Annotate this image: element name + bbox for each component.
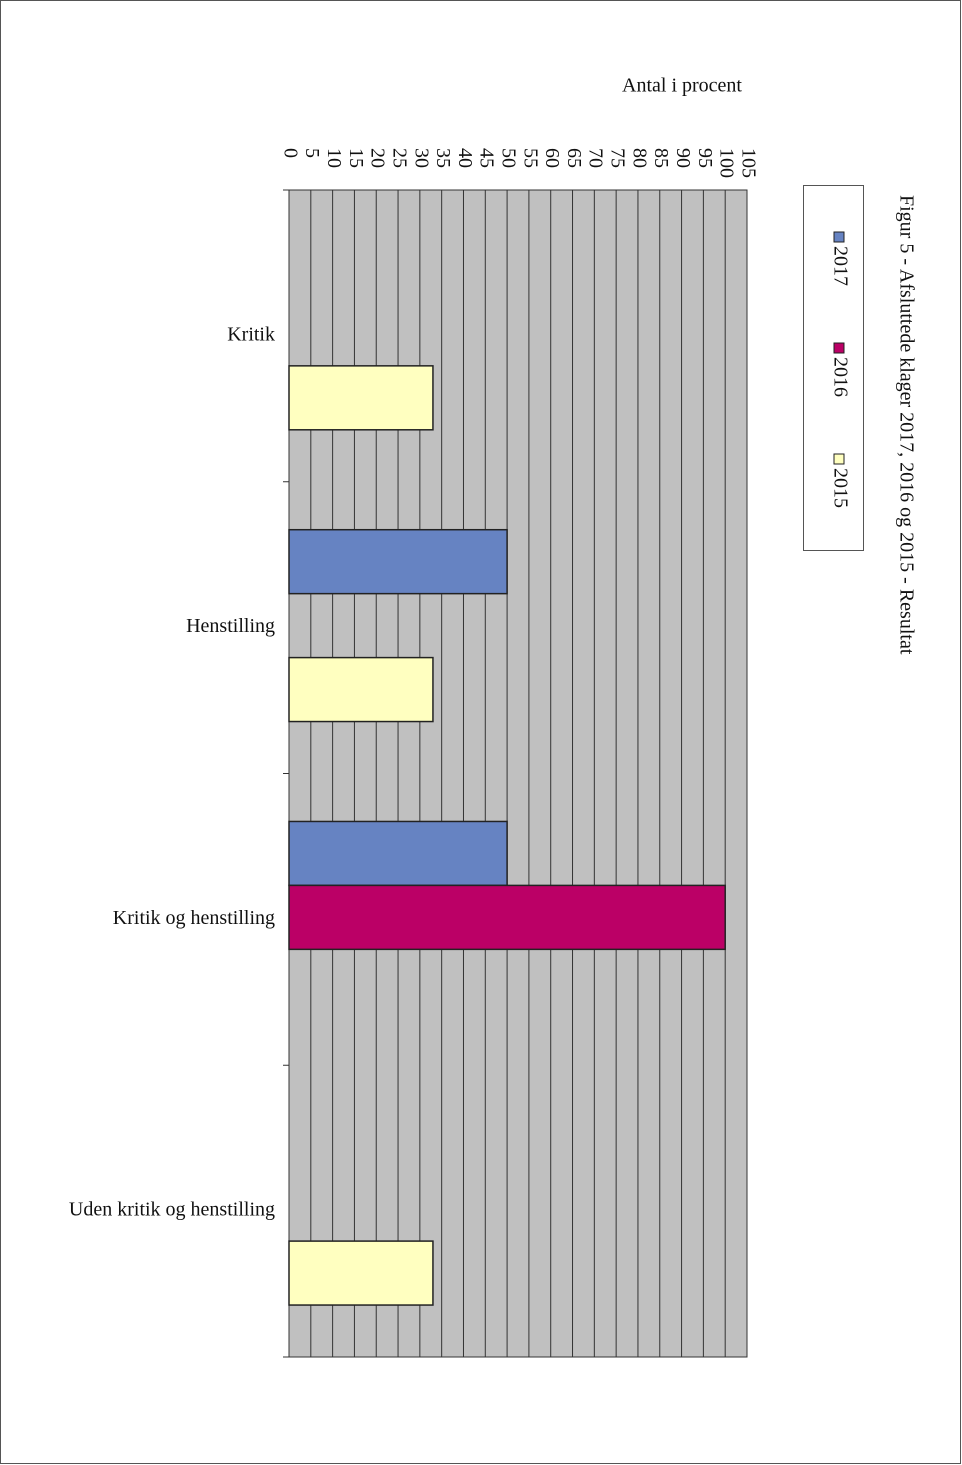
legend-swatch	[833, 342, 845, 354]
x-tick-label: 60	[541, 148, 563, 168]
chart-title: Figur 5 - Afsluttede klager 2017, 2016 o…	[895, 195, 917, 655]
legend-label: 2016	[829, 357, 851, 397]
legend-box	[803, 185, 864, 551]
bar	[288, 1240, 434, 1306]
y-tick-label: Kritik	[227, 323, 275, 345]
bar	[288, 884, 726, 951]
bar	[288, 528, 508, 595]
x-tick-label: 25	[388, 148, 410, 168]
x-tick-label: 5	[301, 148, 323, 158]
legend-label: 2015	[829, 468, 851, 508]
x-tick-label: 55	[519, 148, 541, 168]
x-tick-label: 15	[345, 148, 367, 168]
y-tick-label: Kritik og henstilling	[113, 907, 275, 929]
x-tick-label: 75	[607, 148, 629, 168]
x-tick-label: 90	[672, 148, 694, 168]
x-tick-label: 95	[694, 148, 716, 168]
x-tick-label: 100	[716, 148, 738, 178]
x-tick-label: 85	[650, 148, 672, 168]
bar	[288, 820, 508, 887]
x-tick-label: 50	[498, 148, 520, 168]
x-tick-label: 40	[454, 148, 476, 168]
x-tick-label: 45	[476, 148, 498, 168]
y-tick-label: Uden kritik og henstilling	[69, 1199, 275, 1221]
plot-area	[288, 189, 748, 1358]
legend-label: 2017	[829, 246, 851, 286]
x-tick-label: 20	[367, 148, 389, 168]
x-tick-label: 10	[323, 148, 345, 168]
x-axis-label: Antal i procent	[622, 75, 742, 97]
x-tick-label: 80	[628, 148, 650, 168]
y-tick-label: Henstilling	[186, 615, 275, 637]
x-tick-label: 65	[563, 148, 585, 168]
bar	[288, 656, 434, 723]
x-tick-label: 0	[279, 148, 301, 158]
x-tick-label: 35	[432, 148, 454, 168]
legend-swatch	[833, 231, 845, 243]
legend-swatch	[833, 453, 845, 465]
x-tick-label: 105	[737, 148, 759, 178]
x-tick-label: 30	[410, 148, 432, 168]
bar	[288, 365, 434, 431]
x-tick-label: 70	[585, 148, 607, 168]
